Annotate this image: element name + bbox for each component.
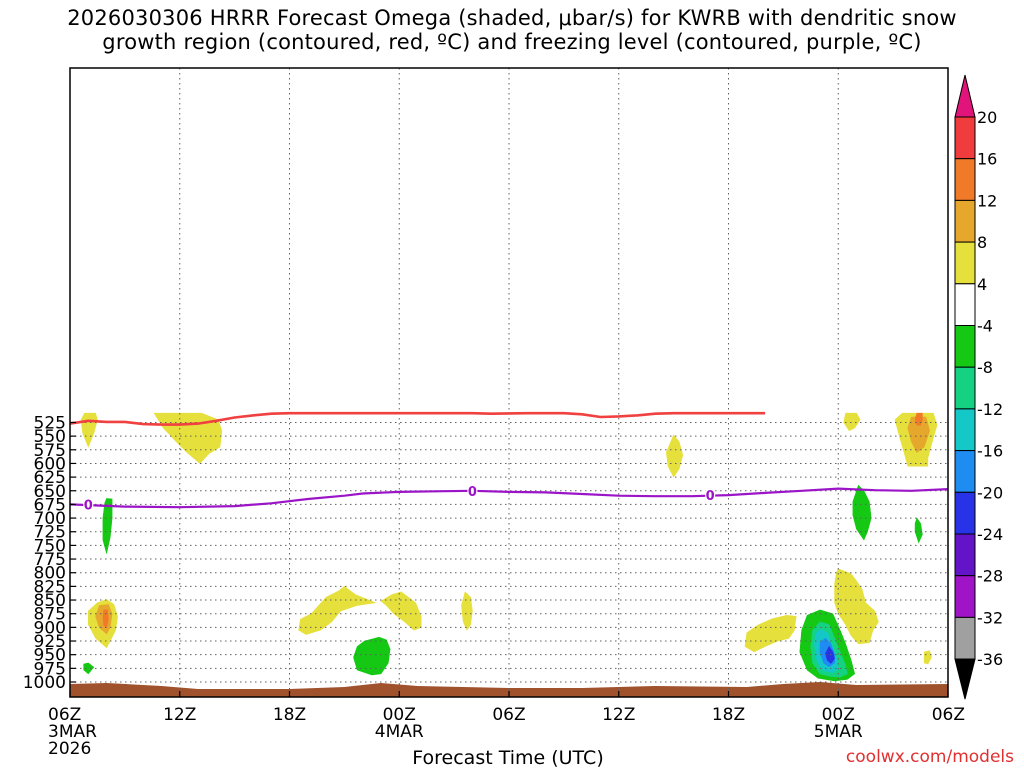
colorbar-bin-9 [954, 450, 976, 493]
dgz-top-contour [70, 411, 766, 426]
freezing-level-label-0: 0 [84, 498, 93, 513]
omega-region-2 [665, 434, 684, 478]
chart-title-line-2: growth region (contoured, red, ºC) and f… [102, 30, 922, 54]
colorbar-bin-8 [954, 408, 976, 452]
omega-region-15 [923, 650, 932, 665]
y-tick-label-1000: 1000 [23, 673, 66, 693]
x-tick-label-24: 06Z [492, 705, 525, 725]
colorbar-label-12: -32 [977, 608, 1003, 627]
colorbar-label-9: -20 [977, 483, 1003, 502]
colorbar-label-2: 12 [977, 191, 997, 210]
colorbar-bin-4 [954, 241, 976, 285]
y-tick-label-900: 900 [34, 618, 66, 638]
omega-region-20 [83, 662, 95, 675]
colorbar-label-6: -8 [977, 358, 993, 377]
colorbar-bin-0 [954, 74, 976, 118]
contour-layer: 0 0 0 [70, 411, 948, 513]
omega-region-9 [102, 609, 109, 628]
y-tick-label-975: 975 [34, 659, 66, 679]
omega-region-17 [852, 484, 872, 541]
x-tick-label-36: 18Z [712, 705, 745, 725]
omega-region-0 [80, 412, 98, 448]
gridlines [70, 68, 948, 697]
freezing-level-label-2: 0 [706, 489, 715, 504]
axes [69, 67, 949, 698]
y-tick-label-775: 775 [34, 550, 66, 570]
colorbar-bin-10 [954, 491, 976, 535]
colorbar-label-1: 16 [977, 150, 997, 169]
colorbar-bin-6 [954, 325, 976, 368]
y-tick-label-525: 525 [34, 413, 66, 433]
colorbar-bin-1 [954, 116, 976, 160]
colorbar-label-3: 8 [977, 233, 987, 252]
y-tick-label-625: 625 [34, 468, 66, 488]
colorbar-label-8: -16 [977, 442, 1003, 461]
colorbar-bin-3 [954, 199, 976, 243]
y-tick-label-550: 550 [34, 427, 66, 447]
colorbar-label-13: -36 [977, 650, 1003, 669]
omega-region-10 [298, 586, 377, 635]
x-axis-title: Forecast Time (UTC) [412, 747, 603, 768]
freezing-label-bg-0 [83, 497, 94, 512]
x-tick-label-42: 00Z [822, 705, 855, 725]
omega-region-19 [353, 636, 391, 676]
omega-region-18 [914, 517, 923, 544]
freezing-label-bg-2 [705, 488, 716, 503]
colorbar-label-11: -28 [977, 567, 1003, 586]
colorbar-bin-2 [954, 158, 976, 201]
omega-shading-layer [80, 412, 938, 682]
omega-region-14 [744, 614, 797, 653]
tick-labels: 5255505756006256506757007257507758008258… [23, 413, 965, 759]
y-tick-label-850: 850 [34, 591, 66, 611]
x-year-label: 2026 [48, 739, 91, 759]
y-tick-label-875: 875 [34, 605, 66, 625]
colorbar-bin-14 [954, 658, 976, 700]
omega-colorbar: 20 16 12 8 4 -4 -8 -12 -16 -20 -24 -28 -32 -36 [954, 74, 1003, 700]
y-tick-label-825: 825 [34, 577, 66, 597]
colorbar-label-7: -12 [977, 400, 1003, 419]
colorbar-label-5: -4 [977, 317, 993, 336]
chart-title: 2026030306 HRRR Forecast Omega (shaded, … [0, 6, 1024, 54]
colorbar-bin-5 [954, 283, 976, 326]
y-tick-label-950: 950 [34, 646, 66, 666]
omega-region-6 [914, 412, 923, 426]
x-date-label-42: 5MAR [814, 722, 863, 742]
freezing-label-bg-1 [467, 483, 478, 498]
colorbar-label-0: 20 [977, 108, 997, 127]
y-tick-label-750: 750 [34, 536, 66, 556]
omega-region-3 [843, 412, 861, 432]
omega-region-11 [380, 591, 422, 631]
y-tick-label-725: 725 [34, 523, 66, 543]
y-tick-label-800: 800 [34, 564, 66, 584]
freezing-level-label-1: 0 [468, 485, 477, 500]
x-date-label-18: 4MAR [375, 722, 424, 742]
x-tick-label-0: 06Z [48, 705, 81, 725]
x-tick-label-48: 06Z [932, 705, 965, 725]
y-tick-label-675: 675 [34, 495, 66, 515]
omega-region-12 [461, 591, 473, 631]
y-tick-label-600: 600 [34, 454, 66, 474]
x-tick-label-12: 18Z [273, 705, 306, 725]
y-tick-label-700: 700 [34, 509, 66, 529]
site-credit: coolwx.com/models [846, 747, 1014, 767]
plot-frame [69, 67, 949, 698]
x-tick-label-30: 12Z [602, 705, 635, 725]
x-tick-label-18: 00Z [383, 705, 416, 725]
chart-title-line-1: 2026030306 HRRR Forecast Omega (shaded, … [67, 6, 957, 30]
freezing-level-contour [70, 487, 948, 509]
colorbar-label-10: -24 [977, 525, 1003, 544]
y-tick-label-650: 650 [34, 482, 66, 502]
x-date-label-0: 3MAR [48, 722, 97, 742]
colorbar-label-4: 4 [977, 275, 987, 294]
y-tick-label-925: 925 [34, 632, 66, 652]
x-tick-label-6: 12Z [163, 705, 196, 725]
colorbar-bin-7 [954, 366, 976, 410]
colorbar-bin-13 [954, 616, 976, 660]
colorbar-bin-12 [954, 575, 976, 618]
y-tick-label-575: 575 [34, 441, 66, 461]
colorbar-bin-11 [954, 533, 976, 577]
